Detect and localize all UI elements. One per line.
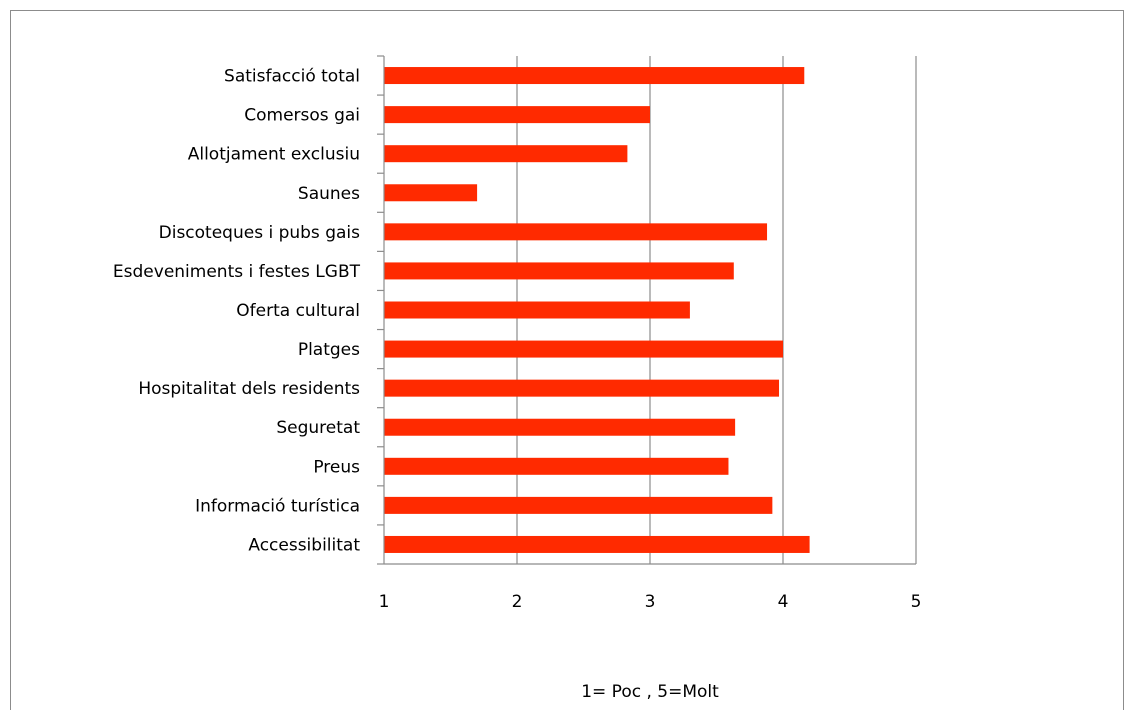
bar bbox=[384, 496, 773, 514]
bar bbox=[384, 457, 729, 475]
bar bbox=[384, 301, 690, 319]
bar bbox=[384, 535, 810, 553]
category-label: Allotjament exclusiu bbox=[188, 145, 360, 165]
x-tick-labels: 1 2 3 4 5 bbox=[379, 592, 922, 612]
x-tick-label: 2 bbox=[512, 592, 523, 612]
scale-note: 1= Poc , 5=Molt bbox=[581, 682, 719, 702]
category-label: Saunes bbox=[298, 184, 360, 204]
bar bbox=[384, 418, 736, 436]
category-label: Seguretat bbox=[276, 418, 360, 438]
category-labels: Satisfacció total Comersos gai Allotjament… bbox=[113, 67, 361, 556]
bar bbox=[384, 184, 478, 202]
chart-frame bbox=[10, 10, 1124, 710]
x-tick-label: 1 bbox=[379, 592, 390, 612]
category-label: Accessibilitat bbox=[248, 535, 360, 555]
category-label: Hospitalitat dels residents bbox=[138, 379, 360, 399]
x-tick-label: 5 bbox=[911, 592, 922, 612]
category-label: Comersos gai bbox=[244, 106, 360, 126]
category-label: Platges bbox=[298, 340, 360, 360]
bar bbox=[384, 262, 734, 280]
axes bbox=[377, 55, 916, 565]
bar bbox=[384, 145, 628, 163]
category-label: Satisfacció total bbox=[224, 67, 360, 87]
category-label: Discoteques i pubs gais bbox=[159, 223, 361, 243]
category-label: Oferta cultural bbox=[236, 301, 360, 321]
bars bbox=[384, 67, 810, 553]
x-tick-label: 3 bbox=[645, 592, 656, 612]
bar bbox=[384, 67, 805, 85]
bar bbox=[384, 379, 780, 397]
category-label: Esdeveniments i festes LGBT bbox=[113, 262, 361, 282]
x-tick-label: 4 bbox=[778, 592, 789, 612]
category-label: Preus bbox=[313, 457, 360, 477]
category-label: Informació turística bbox=[195, 496, 360, 516]
bar bbox=[384, 340, 783, 358]
bar bbox=[384, 106, 650, 124]
bar bbox=[384, 223, 768, 241]
